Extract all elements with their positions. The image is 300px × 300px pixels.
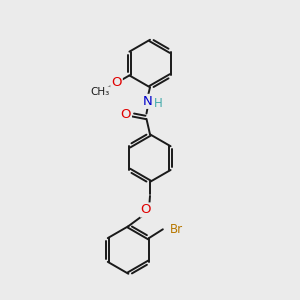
Text: H: H [154, 97, 163, 110]
Text: CH₃: CH₃ [91, 87, 110, 97]
Text: O: O [141, 203, 151, 217]
Text: N: N [143, 95, 153, 108]
Text: O: O [111, 76, 122, 89]
Text: O: O [120, 108, 131, 121]
Text: Br: Br [169, 223, 183, 236]
